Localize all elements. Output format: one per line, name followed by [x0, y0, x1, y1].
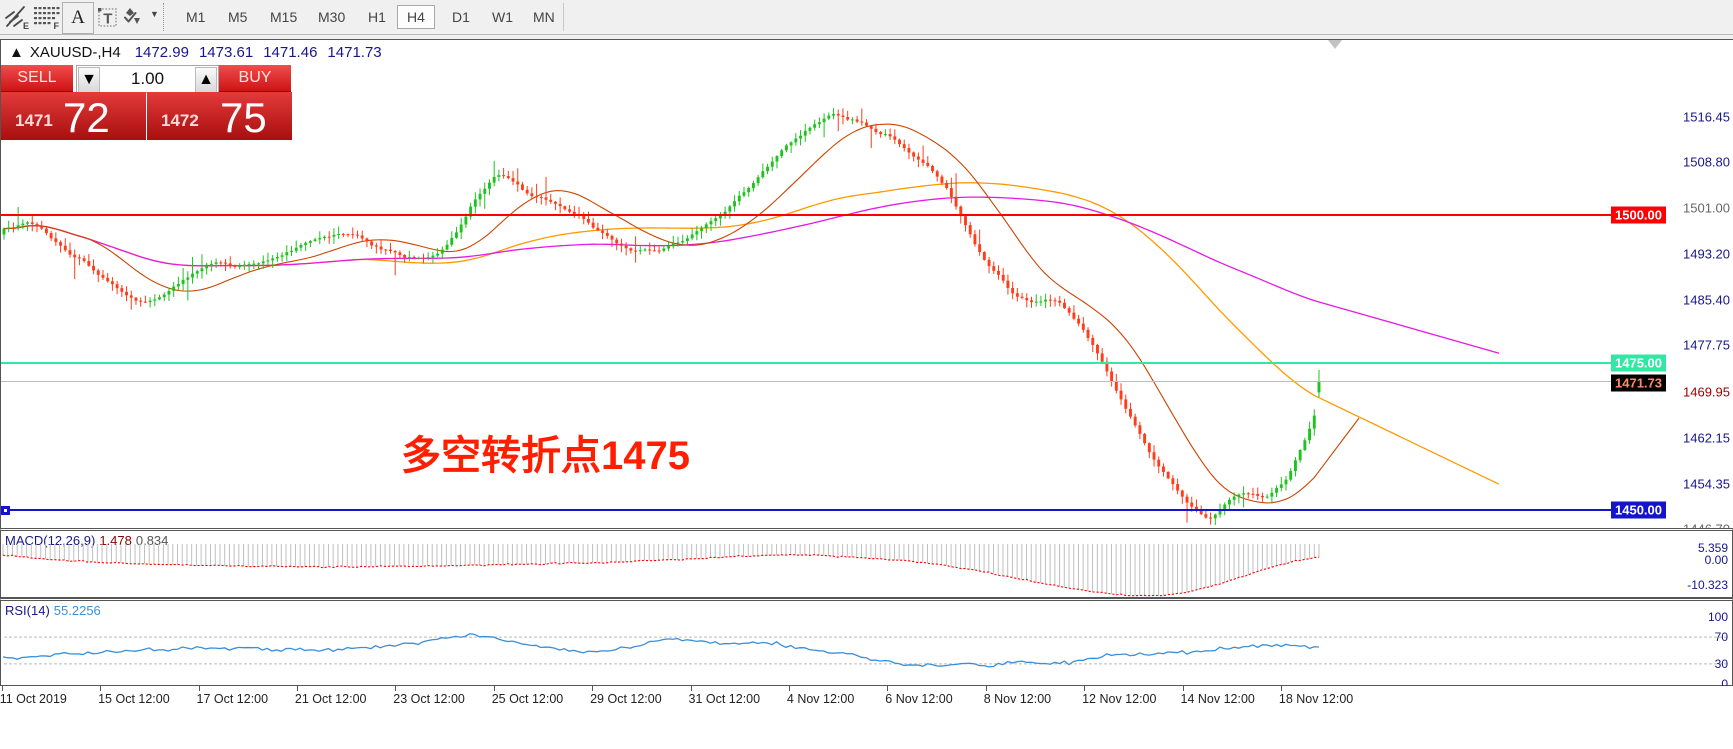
svg-text:T: T: [103, 11, 112, 28]
